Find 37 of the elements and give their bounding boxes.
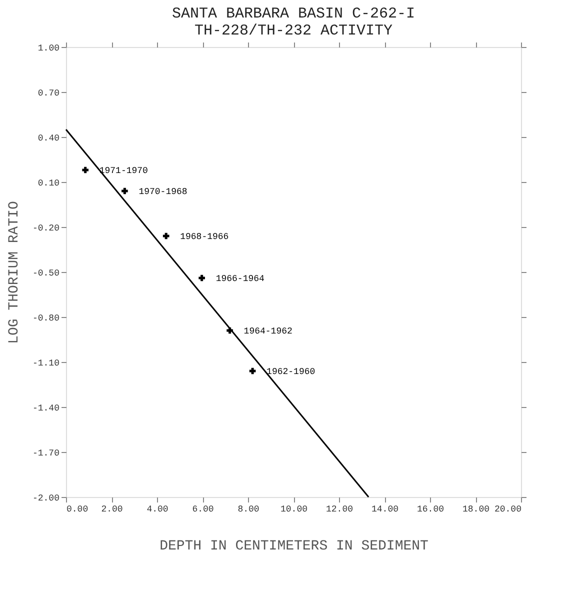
y-tick-label: -2.00 (32, 494, 60, 504)
x-tick-label: 0.00 (66, 504, 88, 514)
x-tick-label: 4.00 (146, 504, 168, 514)
y-tick-label: 0.10 (38, 178, 60, 188)
text: TH-228/TH-232 ACTIVITY (194, 22, 393, 40)
y-tick-label: -1.40 (32, 404, 60, 414)
annotation: 1971-1970 (99, 166, 148, 176)
x-axis-title: DEPTH IN CENTIMETERS IN SEDIMENT (160, 538, 428, 554)
y-tick-label: -0.20 (32, 224, 60, 234)
annotation: 1962-1960 (266, 367, 316, 377)
point (198, 274, 205, 282)
x-tick-label: 10.00 (280, 504, 308, 514)
x-tick-label: 20.00 (494, 504, 522, 514)
point (162, 232, 170, 240)
x-tick-label: 12.00 (326, 504, 354, 514)
y-tick-label: -0.80 (32, 314, 60, 324)
x-tick-label: 8.00 (238, 504, 260, 514)
annotation: 1968-1966 (180, 232, 229, 242)
annotation: 1966-1964 (216, 274, 264, 284)
y-tick-label: 1.00 (38, 44, 60, 54)
x-tick-label: 6.00 (192, 504, 214, 514)
x-tick-label: 18.00 (462, 504, 490, 514)
text: SANTA BARBARA BASIN C-262-I (172, 6, 416, 22)
x-tick-label: 2.00 (101, 504, 123, 514)
y-tick-label: -1.70 (32, 448, 60, 458)
point (82, 166, 88, 174)
annotation: 1964-1962 (244, 326, 292, 336)
x-tick-label: 16.00 (416, 504, 444, 514)
x-tick-label: 14.00 (371, 504, 399, 514)
y-tick-label: 0.40 (38, 134, 60, 144)
y-axis-title: LOG THORIUM RATIO (6, 201, 22, 344)
point (249, 368, 256, 374)
annotation: 1970-1968 (138, 187, 188, 197)
y-tick-label: -1.10 (32, 358, 60, 368)
y-tick-label: 0.70 (38, 88, 60, 98)
point (122, 188, 128, 194)
y-tick-label: -0.50 (32, 268, 60, 278)
